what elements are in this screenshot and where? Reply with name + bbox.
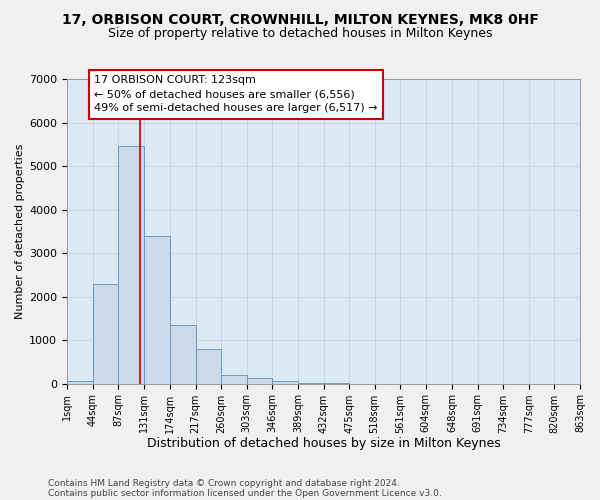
Bar — [67, 382, 92, 384]
Bar — [170, 325, 196, 384]
Bar — [118, 146, 145, 384]
Text: Contains public sector information licensed under the Open Government Licence v3: Contains public sector information licen… — [48, 488, 442, 498]
Text: Size of property relative to detached houses in Milton Keynes: Size of property relative to detached ho… — [108, 28, 492, 40]
Bar — [221, 375, 247, 384]
Text: Contains HM Land Registry data © Crown copyright and database right 2024.: Contains HM Land Registry data © Crown c… — [48, 478, 400, 488]
Bar — [247, 378, 272, 384]
Bar — [196, 349, 221, 384]
Text: 17 ORBISON COURT: 123sqm
← 50% of detached houses are smaller (6,556)
49% of sem: 17 ORBISON COURT: 123sqm ← 50% of detach… — [94, 75, 378, 113]
Text: 17, ORBISON COURT, CROWNHILL, MILTON KEYNES, MK8 0HF: 17, ORBISON COURT, CROWNHILL, MILTON KEY… — [62, 12, 538, 26]
Bar — [92, 284, 118, 384]
X-axis label: Distribution of detached houses by size in Milton Keynes: Distribution of detached houses by size … — [146, 437, 500, 450]
Bar — [272, 382, 298, 384]
Bar — [145, 236, 170, 384]
Y-axis label: Number of detached properties: Number of detached properties — [15, 144, 25, 319]
